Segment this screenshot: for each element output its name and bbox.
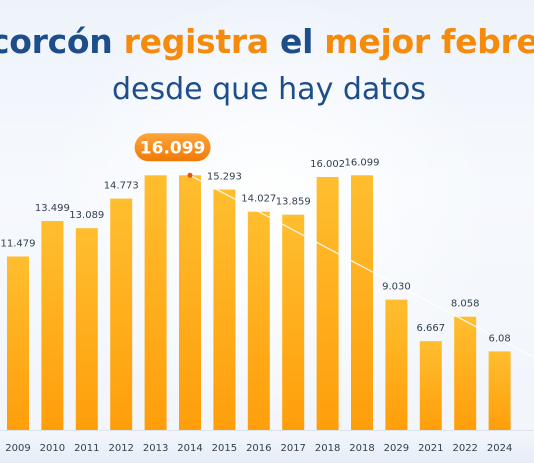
data-label-1: 13.499 xyxy=(35,203,70,214)
bar-0 xyxy=(7,257,29,431)
x-tick-6: 2015 xyxy=(212,443,237,454)
x-tick-10: 2018 xyxy=(349,443,374,454)
data-label-3: 14.773 xyxy=(104,181,139,192)
bar-10 xyxy=(351,175,373,430)
trend-start-dot xyxy=(188,173,193,178)
bar-5 xyxy=(179,175,201,430)
data-label-13: 8.058 xyxy=(451,299,480,310)
data-label-11: 9.030 xyxy=(382,282,411,293)
data-label-8: 13.859 xyxy=(276,197,311,208)
bar-3 xyxy=(110,199,132,430)
bar-6 xyxy=(213,190,235,431)
x-tick-8: 2017 xyxy=(280,443,305,454)
x-tick-5: 2014 xyxy=(177,443,202,454)
x-tick-1: 2010 xyxy=(40,443,65,454)
x-tick-12: 2021 xyxy=(418,443,443,454)
bar-1 xyxy=(41,221,63,430)
bar-14 xyxy=(489,351,511,430)
data-label-9: 16.002 xyxy=(310,159,345,170)
data-label-7: 14.027 xyxy=(241,194,276,205)
data-label-10: 16.099 xyxy=(345,157,380,168)
bar-13 xyxy=(454,317,476,430)
x-tick-4: 2013 xyxy=(143,443,168,454)
data-label-2: 13.089 xyxy=(69,210,104,221)
bar-12 xyxy=(420,341,442,430)
highlight-badge-group: 16.099 xyxy=(135,133,211,161)
x-tick-2: 2011 xyxy=(74,443,99,454)
x-tick-3: 2012 xyxy=(108,443,133,454)
x-tick-14: 2024 xyxy=(487,443,512,454)
highlight-badge-label: 16.099 xyxy=(140,138,206,158)
x-tick-11: 2029 xyxy=(384,443,409,454)
x-tick-13: 2022 xyxy=(452,443,477,454)
data-label-12: 6.667 xyxy=(416,323,445,334)
bar-11 xyxy=(385,300,407,430)
bar-2 xyxy=(76,228,98,430)
x-tick-7: 2016 xyxy=(246,443,271,454)
x-tick-0: 2009 xyxy=(5,443,30,454)
bar-8 xyxy=(282,215,304,430)
bar-9 xyxy=(317,177,339,430)
x-tick-9: 2018 xyxy=(315,443,340,454)
x-tick-labels-group: 2009 2010 2011 2012 2013 2014 2015 2016 2017 2018… xyxy=(5,443,512,454)
bar-4 xyxy=(145,175,167,430)
data-label-6: 15.293 xyxy=(207,172,242,183)
data-label-14: 6.08 xyxy=(488,333,510,344)
data-label-0: 11.479 xyxy=(1,239,36,250)
bar-7 xyxy=(248,212,270,430)
